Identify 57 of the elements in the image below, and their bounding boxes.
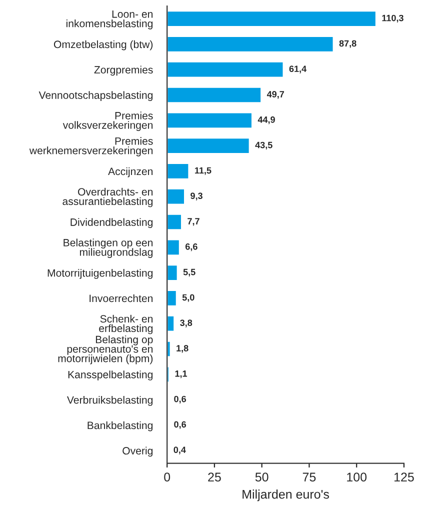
data-label: 7,7 bbox=[188, 218, 200, 226]
y-tick-label: Accijnzen bbox=[108, 167, 153, 178]
y-tick-label: Premies volksverzekeringen bbox=[62, 112, 153, 131]
data-label: 5,5 bbox=[183, 268, 196, 277]
bar bbox=[167, 112, 253, 129]
bar bbox=[167, 137, 250, 154]
data-label: 61,4 bbox=[289, 66, 307, 74]
data-label: 11,5 bbox=[195, 167, 212, 175]
data-label: 0,6 bbox=[174, 396, 186, 404]
y-tick-label: Premies werknemersverzekeringen bbox=[29, 137, 153, 156]
y-tick-label: Belasting op personenauto's en motorrijwielen (bpm) bbox=[58, 336, 153, 364]
y-tick-label: Loon- en inkomensbelasting bbox=[66, 10, 153, 30]
y-tick-label: Kansspelbelasting bbox=[68, 370, 153, 380]
y-tick-label: Verbruiksbelasting bbox=[66, 396, 153, 406]
bar bbox=[167, 315, 175, 332]
bar bbox=[167, 10, 377, 28]
data-label: 49,7 bbox=[266, 91, 284, 99]
data-label: 43,5 bbox=[255, 142, 272, 150]
bar bbox=[167, 61, 284, 78]
data-label: 5,0 bbox=[182, 294, 194, 302]
y-tick-label: Overdrachts- en assurantiebelasting bbox=[62, 188, 153, 208]
data-label: 44,9 bbox=[258, 116, 275, 124]
bar bbox=[167, 238, 180, 256]
y-tick-label: Omzetbelasting (btw) bbox=[54, 40, 153, 50]
x-tick-label: 125 bbox=[394, 472, 414, 482]
y-tick-label: Motorrijtuigenbelasting bbox=[48, 268, 153, 279]
x-tick-label: 75 bbox=[302, 472, 316, 482]
data-label: 3,8 bbox=[180, 320, 192, 328]
y-tick-label: Schenk- en erfbelasting bbox=[99, 314, 153, 334]
data-label: 9,3 bbox=[190, 192, 202, 200]
bar bbox=[167, 366, 170, 383]
bar bbox=[167, 188, 186, 206]
y-tick-label: Bankbelasting bbox=[88, 421, 153, 432]
data-label: 110,3 bbox=[382, 14, 404, 23]
data-label: 6,6 bbox=[185, 243, 198, 252]
bar bbox=[167, 162, 190, 180]
x-tick-label: 50 bbox=[255, 472, 268, 482]
bar bbox=[167, 213, 182, 231]
x-tick-label: 25 bbox=[208, 472, 221, 482]
bar bbox=[167, 36, 334, 53]
y-tick-label: Zorgpremies bbox=[94, 66, 153, 76]
data-label: 0,4 bbox=[174, 446, 186, 454]
data-label: 1,8 bbox=[176, 345, 188, 353]
y-tick-label: Belastingen op een milieugrondslag bbox=[64, 238, 153, 258]
bar bbox=[167, 264, 178, 282]
data-label: 87,8 bbox=[339, 40, 356, 48]
y-tick-label: Invoerrechten bbox=[90, 294, 153, 302]
y-tick-label: Dividendbelasting bbox=[70, 218, 153, 228]
y-tick-label: Overig bbox=[122, 446, 153, 457]
y-tick-label: Vennootschapsbelasting bbox=[38, 91, 153, 102]
bar bbox=[167, 86, 262, 104]
bar bbox=[167, 290, 178, 307]
data-label: 0,6 bbox=[174, 421, 186, 429]
x-tick-label: 0 bbox=[164, 472, 170, 482]
x-axis-title: Miljarden euro's bbox=[242, 490, 329, 502]
data-label: 1,1 bbox=[175, 370, 188, 378]
x-tick-label: 100 bbox=[347, 472, 367, 482]
